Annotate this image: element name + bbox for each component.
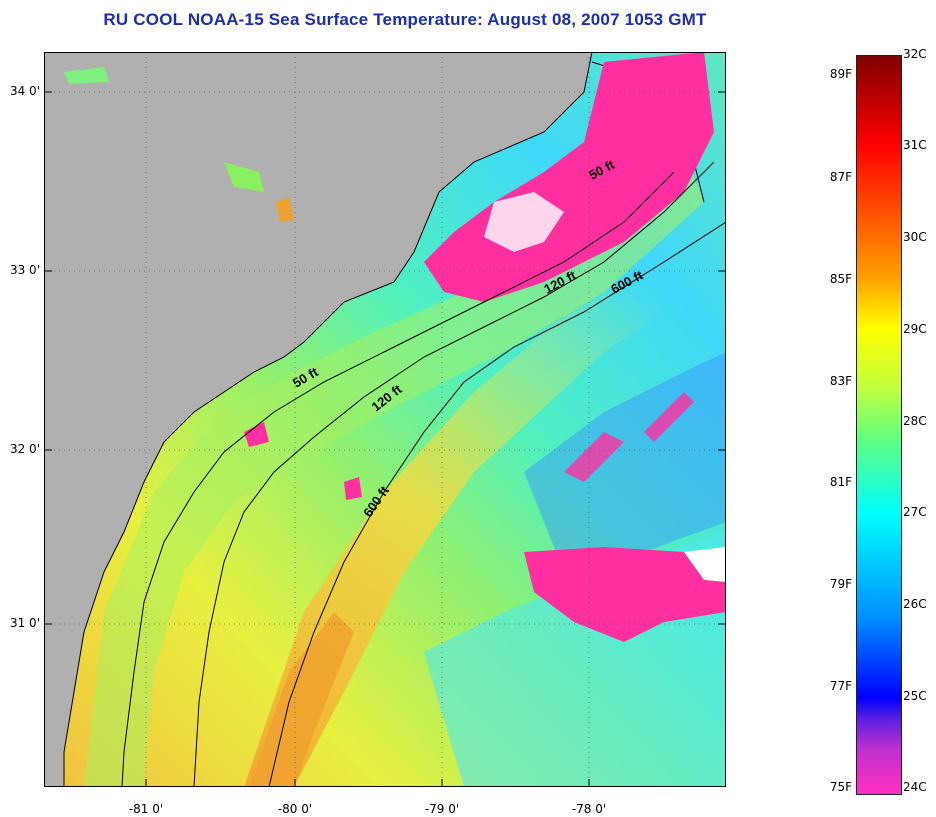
cloud-white-south <box>684 547 726 582</box>
land-area <box>44 52 592 787</box>
contour-50ft <box>121 171 675 787</box>
map-border <box>44 52 726 787</box>
sst-map: 50 ft 120 ft 600 ft 50 ft 120 ft 600 ft <box>44 52 726 787</box>
colorbar-f-89: 89F <box>829 67 852 81</box>
colorbar-c-31: 31C <box>903 138 927 152</box>
colorbar-c-27: 27C <box>903 505 927 519</box>
colorbar-f-83: 83F <box>829 374 852 388</box>
colorbar-c-29: 29C <box>903 322 927 336</box>
lat-label-32: 32 0' <box>9 442 40 456</box>
colorbar-c-32: 32C <box>903 47 927 61</box>
inland-lake-2 <box>276 197 294 222</box>
nearshore-cold-2 <box>344 477 362 500</box>
nearshore-cold-1 <box>244 422 269 447</box>
inland-lake-3 <box>64 67 109 84</box>
colorbar-f-85: 85F <box>829 272 852 286</box>
contour-600ft <box>268 221 726 787</box>
cold-streak-2 <box>644 392 694 442</box>
colorbar-f-77: 77F <box>829 679 852 693</box>
nearshore-band <box>84 152 704 787</box>
colorbar-c-28: 28C <box>903 414 927 428</box>
lon-label-78: -78 0' <box>571 802 607 816</box>
colorbar-c-26: 26C <box>903 597 927 611</box>
lat-label-33: 33 0' <box>9 263 40 277</box>
lon-label-81: -81 0' <box>128 802 164 816</box>
colorbar-f-81: 81F <box>829 475 852 489</box>
colorbar-c-25: 25C <box>903 689 927 703</box>
contour-120ft <box>193 161 715 787</box>
colorbar-c-24: 24C <box>903 780 927 794</box>
cloud-mask-south <box>524 547 726 642</box>
lon-label-80: -80 0' <box>277 802 313 816</box>
colorbar-f-79: 79F <box>829 577 852 591</box>
temperature-colorbar <box>856 55 902 795</box>
orange-core <box>249 612 354 787</box>
map-title: RU COOL NOAA-15 Sea Surface Temperature:… <box>103 10 707 29</box>
cloud-white-north <box>484 192 564 252</box>
warm-band <box>244 212 726 787</box>
lat-label-31: 31 0' <box>9 616 40 630</box>
lat-label-34: 34 0' <box>9 84 40 98</box>
colorbar-f-75: 75F <box>829 780 852 794</box>
cold-streak-1 <box>564 432 624 482</box>
colorbar-f-87: 87F <box>829 170 852 184</box>
lon-label-79: -79 0' <box>424 802 460 816</box>
colorbar-c-30: 30C <box>903 230 927 244</box>
inland-lake-1 <box>224 162 264 192</box>
coastline <box>63 52 593 787</box>
